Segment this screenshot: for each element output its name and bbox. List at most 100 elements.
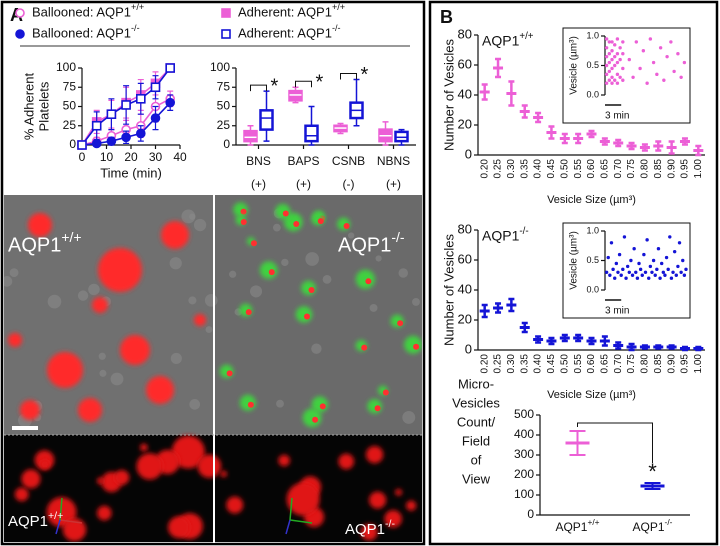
x-tick-note: (-) (343, 177, 355, 191)
render-blob (365, 445, 384, 464)
render-blob (369, 491, 387, 509)
inset-point (669, 276, 674, 280)
platelet-cluster (8, 333, 22, 347)
inset-point (641, 49, 646, 53)
axis-3d (289, 497, 293, 521)
platelet-green (284, 212, 303, 232)
panel-label: B (440, 7, 453, 27)
legend-label: Ballooned: AQP1+/+ (32, 2, 144, 19)
platelet-green (260, 261, 278, 279)
platelet-red (226, 370, 233, 377)
platelet-cluster (92, 297, 108, 313)
inset-point (613, 276, 617, 280)
render-label: AQP1-/- (345, 518, 395, 538)
inset-point (609, 241, 614, 245)
inset-point (604, 37, 609, 41)
inset-point (611, 267, 615, 272)
marker (121, 100, 131, 110)
inset-point (604, 46, 609, 50)
significance-bracket (250, 84, 267, 92)
y-tick-label: 60 (458, 251, 472, 266)
y-axis-label: Field (462, 433, 490, 448)
cell (4, 276, 13, 287)
y-axis-label: Micro- (458, 376, 494, 391)
marker (106, 136, 117, 146)
inset-point (613, 43, 617, 47)
cell (204, 293, 218, 307)
y-tick-label: 0.0 (586, 284, 599, 294)
chart-title: AQP1-/- (482, 226, 529, 244)
y-tick-label: 0.5 (586, 255, 599, 265)
inset-point (643, 270, 648, 274)
platelet-cluster (120, 335, 150, 365)
x-tick-label: 0.40 (533, 159, 544, 179)
inset-point (634, 270, 638, 274)
inset-point (681, 258, 685, 263)
inset-point (607, 69, 612, 74)
inset-point (668, 235, 672, 239)
x-tick-label: 0.90 (666, 354, 677, 374)
render-blob (40, 459, 50, 470)
platelet-red (361, 344, 368, 351)
x-tick-label: CSNB (332, 154, 365, 168)
x-tick-label: 0.25 (493, 354, 504, 374)
cell (188, 296, 197, 305)
inset-point (607, 78, 612, 82)
inset-point (610, 40, 614, 44)
y-tick-label: 100 (210, 60, 230, 74)
inset-point (621, 78, 625, 82)
inset-point (630, 273, 635, 277)
inset-point (606, 255, 610, 260)
whisker-cap (337, 122, 344, 135)
cell (229, 270, 237, 278)
x-tick-label: 0 (79, 150, 86, 164)
platelet-red (413, 343, 420, 350)
marker (165, 97, 175, 108)
x-tick-label: 0.50 (559, 159, 570, 179)
y-tick-label: 1.0 (586, 30, 599, 40)
cell (375, 255, 382, 262)
platelet-red (303, 313, 310, 320)
y-tick-label: 20 (458, 116, 472, 131)
render-blob (97, 505, 112, 521)
inset-point (658, 46, 663, 50)
inset-point (674, 273, 678, 277)
legend-label: Adherent: AQP1-/- (238, 23, 341, 40)
inset-point (613, 54, 617, 59)
inset-point (614, 261, 619, 266)
inset-point (625, 264, 630, 269)
inset-point (610, 81, 614, 85)
cell (276, 399, 284, 408)
y-tick-label: 0 (69, 137, 76, 151)
significance: * (648, 459, 657, 484)
x-tick-label: 0.60 (586, 159, 597, 179)
inset-point (647, 276, 651, 280)
whisker-cap (308, 105, 315, 146)
inset-point (655, 72, 659, 77)
inset-point (655, 267, 659, 272)
inset-point (651, 258, 656, 263)
y-tick-label: 60 (458, 56, 472, 71)
significance-bracket (295, 80, 312, 88)
y-axis-label: View (462, 471, 491, 486)
platelet-red (240, 219, 247, 226)
x-tick-label: 0.55 (573, 354, 584, 374)
y-tick-label: 100 (514, 487, 534, 501)
inset-point (618, 46, 622, 50)
axis-3d (285, 519, 291, 535)
x-tick-label: 0.70 (613, 159, 624, 179)
inset-point (661, 270, 666, 274)
inset-point (604, 72, 609, 77)
whisker-cap (382, 121, 389, 146)
significance: * (271, 75, 279, 97)
y-tick-label: 50 (217, 99, 231, 113)
platelet-cluster (20, 400, 40, 420)
x-tick-label: 0.20 (479, 159, 490, 179)
y-tick-label: 80 (458, 221, 472, 236)
x-tick-label: 40 (173, 150, 187, 164)
cell (9, 268, 19, 278)
inset-point (665, 54, 669, 59)
inset-point (618, 57, 622, 62)
inset-point (637, 261, 641, 266)
platelet-green (295, 306, 313, 323)
